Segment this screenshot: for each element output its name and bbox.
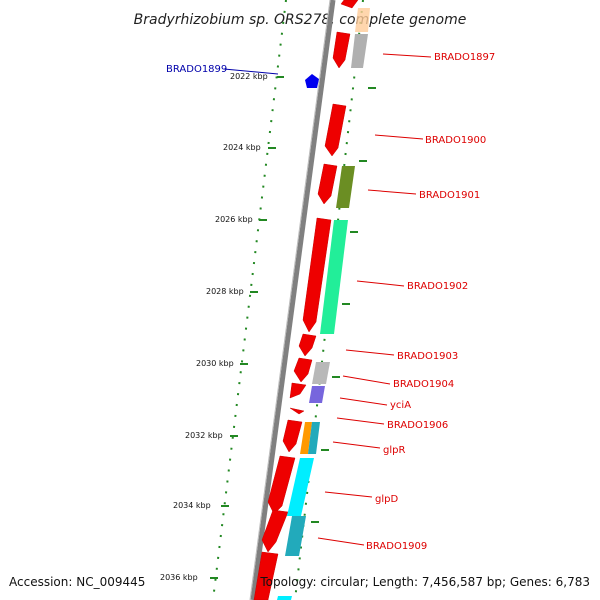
gene-arrow-brado1897 [332, 31, 351, 69]
cog-block-gray-1904 [312, 362, 330, 384]
cog-block-teal-1909 [285, 516, 306, 556]
ruler-labels: 2022 kbp 2024 kbp 2026 kbp 2028 kbp 2030… [160, 72, 268, 582]
cog-block-cyan-1910 [277, 596, 292, 600]
gene-label-glpd: glpD [375, 494, 398, 505]
gene-arrow-glpr [282, 419, 303, 453]
cog-block-gray-1897 [351, 34, 368, 68]
cog-block-teal-glpr [308, 422, 320, 454]
inner-tick-marks [311, 87, 376, 523]
label-leader-lines [317, 53, 432, 546]
ruler-label-2028: 2028 kbp [206, 287, 244, 296]
gene-label-brado1903: BRADO1903 [397, 351, 458, 362]
gene-arrow-brado1909 [261, 509, 289, 553]
brado1899-leader [223, 68, 279, 75]
gene-label-glpr: glpR [383, 445, 405, 456]
ruler-label-2026: 2026 kbp [215, 215, 253, 224]
gene-label-brado1897: BRADO1897 [434, 52, 495, 63]
cog-block-cyan-glpd [287, 458, 314, 516]
cog-blocks [277, 8, 370, 600]
gene-arrow-brado1903 [298, 333, 317, 357]
gene-arrow-brado1904 [293, 357, 313, 383]
ruler-label-2034: 2034 kbp [173, 501, 211, 510]
ruler-label-2030: 2030 kbp [196, 359, 234, 368]
gene-arrow-brado1900 [324, 103, 347, 157]
gene-label-brado1899: BRADO1899 [166, 64, 227, 75]
gene-arrow-brado1902 [302, 217, 332, 333]
topology-text: Topology: circular; Length: 7,456,587 bp… [259, 575, 590, 589]
gene-label-ycia: yciA [390, 400, 411, 411]
gene-labels: BRADO1899 BRADO1897 BRADO1900 BRADO1901 … [166, 52, 495, 552]
ruler-label-2032: 2032 kbp [185, 431, 223, 440]
cog-block-mint-1902 [320, 220, 348, 334]
cog-block-peach [355, 8, 370, 32]
map-title: Bradyrhizobium sp. ORS278, complete geno… [134, 12, 467, 28]
ruler-label-2024: 2024 kbp [223, 143, 261, 152]
gene-arrow-brado1896 [340, 0, 359, 9]
gene-label-brado1900: BRADO1900 [425, 135, 486, 146]
gene-label-brado1906: BRADO1906 [387, 420, 448, 431]
gene-label-brado1904: BRADO1904 [393, 379, 454, 390]
gene-arrow-glpd [267, 455, 296, 515]
cog-block-purple-ycia [309, 386, 325, 403]
gene-arrow-ycia [289, 382, 307, 399]
gene-arrow-brado1901 [317, 163, 338, 205]
gene-label-brado1901: BRADO1901 [419, 190, 480, 201]
forward-genes [253, 0, 359, 600]
gene-arrow-brado1910 [253, 551, 279, 600]
gene-arrow-brado1906 [289, 407, 305, 415]
ruler-label-2022: 2022 kbp [230, 72, 268, 81]
ruler-label-2036: 2036 kbp [160, 573, 198, 582]
outer-tick-track [212, 0, 364, 600]
gene-arrow-brado1899 [305, 74, 319, 88]
accession-text: Accession: NC_009445 [9, 575, 145, 589]
cog-block-olive-1901 [336, 166, 355, 208]
ruler-major-ticks [210, 76, 284, 579]
genome-backbone [249, 0, 336, 600]
gene-label-brado1902: BRADO1902 [407, 281, 468, 292]
gene-label-brado1909: BRADO1909 [366, 541, 427, 552]
